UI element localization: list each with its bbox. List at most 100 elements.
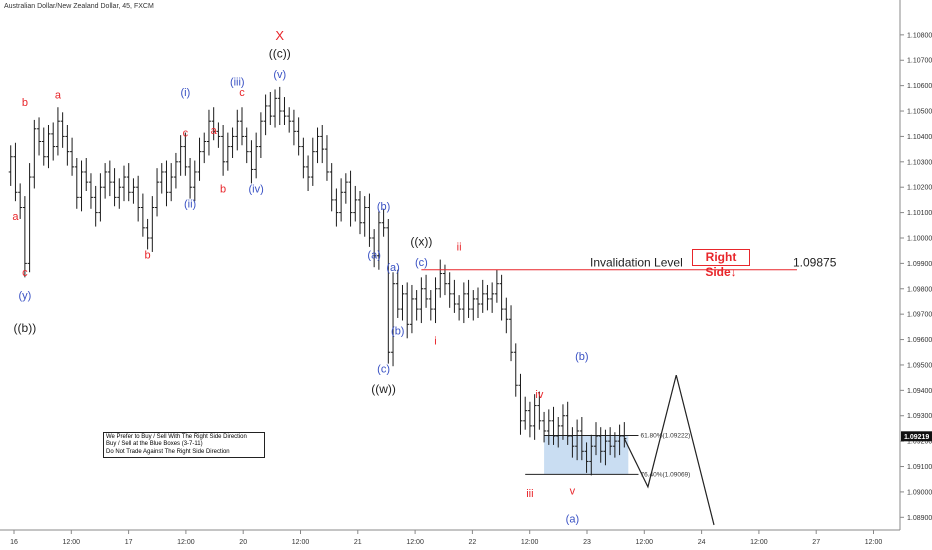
candle bbox=[329, 163, 334, 212]
candle bbox=[353, 185, 358, 222]
wave-label: ((w)) bbox=[371, 382, 396, 396]
candle bbox=[178, 135, 183, 176]
candle bbox=[485, 284, 490, 311]
candle bbox=[499, 274, 504, 321]
candle bbox=[461, 282, 466, 324]
candle bbox=[65, 124, 70, 166]
wave-label: (iv) bbox=[249, 183, 264, 195]
wave-label: (b) bbox=[391, 325, 404, 337]
candle bbox=[282, 97, 287, 125]
candle bbox=[268, 91, 273, 125]
wave-label: (a) bbox=[367, 249, 380, 261]
y-tick-label: 1.09800 bbox=[907, 286, 932, 293]
x-tick-label: 12:00 bbox=[177, 539, 195, 546]
candle bbox=[565, 401, 570, 445]
candle bbox=[13, 142, 18, 202]
candle bbox=[273, 89, 278, 128]
candle bbox=[140, 193, 145, 237]
candle bbox=[84, 158, 89, 192]
candle bbox=[532, 394, 537, 440]
wave-label: c bbox=[183, 127, 189, 139]
candle bbox=[490, 282, 495, 313]
candle bbox=[74, 158, 79, 209]
wave-label: ((c)) bbox=[269, 47, 291, 61]
candle bbox=[542, 411, 547, 443]
candle bbox=[466, 279, 471, 318]
x-tick-label: 16 bbox=[10, 539, 18, 546]
candle bbox=[98, 173, 103, 222]
candle bbox=[112, 168, 117, 207]
wave-label: ii bbox=[457, 242, 462, 254]
y-tick-label: 1.10800 bbox=[907, 32, 932, 39]
candle bbox=[136, 175, 141, 222]
candle bbox=[225, 132, 230, 171]
candle bbox=[122, 165, 126, 202]
candle bbox=[230, 127, 235, 159]
invalidation-line: Invalidation Level 1.09875 bbox=[421, 256, 837, 271]
candle bbox=[494, 269, 499, 303]
candle bbox=[433, 277, 438, 324]
wave-label: a bbox=[12, 211, 19, 223]
candle bbox=[480, 279, 485, 313]
candle bbox=[570, 427, 575, 458]
x-axis: 16 12:00 17 12:00 20 12:00 21 12:00 22 12:00 23 12:… bbox=[10, 530, 882, 546]
x-tick-label: 27 bbox=[812, 539, 820, 546]
candle bbox=[306, 155, 311, 192]
y-tick-label: 1.09900 bbox=[907, 261, 932, 268]
candle bbox=[296, 117, 301, 156]
candle bbox=[447, 272, 452, 308]
candle bbox=[395, 269, 400, 318]
wave-label: v bbox=[570, 485, 576, 497]
y-tick-label: 1.09300 bbox=[907, 413, 932, 420]
x-tick-label: 23 bbox=[583, 539, 591, 546]
wave-label: ((b)) bbox=[14, 321, 37, 335]
y-axis: 1.08900 1.09000 1.09100 1.09200 1.09300 1.094… bbox=[0, 0, 932, 531]
invalidation-label: Invalidation Level bbox=[590, 256, 683, 270]
candle bbox=[41, 127, 46, 166]
x-tick-label: 12:00 bbox=[406, 539, 424, 546]
candle bbox=[51, 122, 56, 161]
candle bbox=[320, 124, 325, 164]
candle bbox=[452, 279, 457, 313]
candle bbox=[18, 183, 23, 219]
wave-label: (b) bbox=[575, 351, 588, 363]
wave-label: (i) bbox=[180, 87, 190, 99]
candle bbox=[88, 173, 93, 209]
candle bbox=[188, 158, 193, 199]
candle bbox=[414, 290, 419, 321]
candle bbox=[405, 282, 410, 339]
candle bbox=[249, 140, 254, 184]
candle bbox=[103, 163, 108, 199]
x-tick-label: 20 bbox=[239, 539, 247, 546]
wave-label: (ii) bbox=[184, 199, 196, 211]
candles bbox=[8, 86, 627, 476]
note-line-3: Do Not Trade Against The Right Side Dire… bbox=[106, 448, 230, 455]
candle bbox=[93, 185, 98, 227]
candle bbox=[551, 406, 556, 445]
note-line-2: Buy / Sell at the Blue Boxes (3-7-11) bbox=[106, 441, 203, 448]
candle bbox=[556, 417, 561, 448]
candle bbox=[131, 178, 136, 204]
wave-label: X bbox=[275, 28, 284, 43]
wave-labels: baac(y)((b))b(i)c(ii)ab(iii)c(iv)X((c))(… bbox=[12, 28, 588, 525]
y-tick-label: 1.09700 bbox=[907, 312, 932, 319]
wave-label: (v) bbox=[273, 69, 286, 81]
x-tick-label: 12:00 bbox=[636, 539, 654, 546]
x-tick-label: 12:00 bbox=[521, 539, 539, 546]
candle bbox=[240, 107, 244, 146]
y-tick-label: 1.10000 bbox=[907, 235, 932, 242]
candle bbox=[164, 160, 169, 207]
candle bbox=[560, 404, 565, 440]
candle bbox=[107, 160, 112, 197]
y-tick-label: 1.10500 bbox=[907, 109, 932, 116]
candle bbox=[348, 170, 353, 227]
candle bbox=[169, 163, 174, 202]
candle bbox=[206, 109, 211, 156]
wave-label: (iii) bbox=[230, 77, 245, 89]
candle bbox=[60, 112, 65, 148]
candle bbox=[197, 137, 202, 181]
candle bbox=[358, 191, 362, 235]
y-tick-label: 1.10300 bbox=[907, 159, 932, 166]
fib-zone: 61.80%(1.09222) 76.40%(1.09069) bbox=[525, 433, 690, 478]
